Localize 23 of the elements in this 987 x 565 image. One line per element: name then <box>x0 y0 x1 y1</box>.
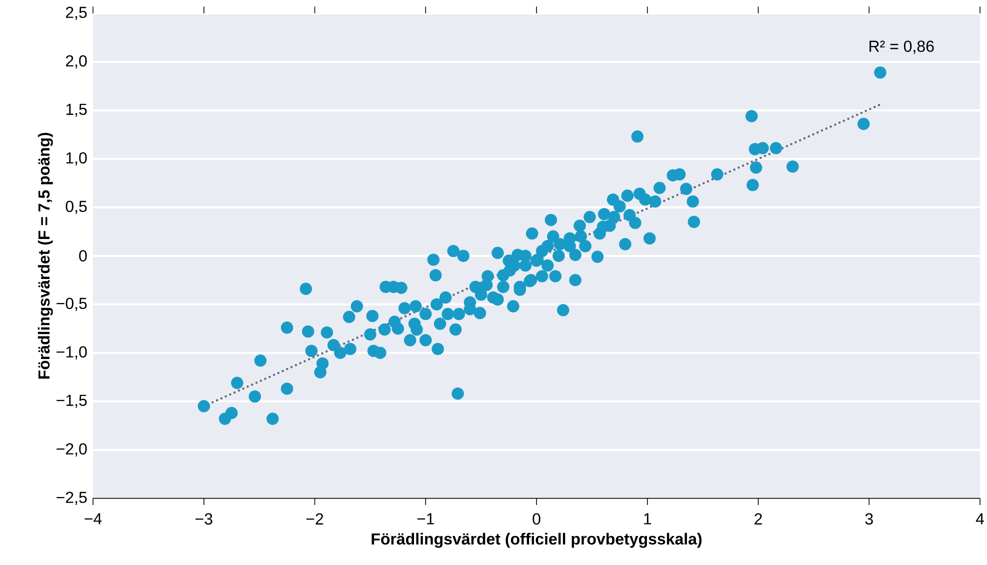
y-tick-label: 1,0 <box>66 152 87 166</box>
y-tick-label: 0 <box>79 250 87 262</box>
x-tick-label: −2 <box>306 513 324 524</box>
x-tick-label: 3 <box>865 513 873 525</box>
x-tick-label: 2 <box>754 513 762 524</box>
x-tick-label: 4 <box>976 513 984 524</box>
y-tick-label: 2,5 <box>66 6 87 20</box>
x-tick-label: 0 <box>532 513 540 525</box>
x-tick-label: −4 <box>84 513 102 524</box>
y-tick-label: −0,5 <box>56 298 87 311</box>
annotation: R² = 0,86 <box>870 40 934 54</box>
x-axis-title: Förädlingsvärdet (officiell provbetygsskala) <box>372 532 702 548</box>
y-tick-label: −1,0 <box>56 346 87 360</box>
y-tick-label: −2,5 <box>56 492 87 505</box>
y-tick-label: −1,5 <box>56 394 87 408</box>
y-tick-label: 1,5 <box>66 104 87 117</box>
x-tick-label: −1 <box>417 513 434 524</box>
y-tick-label: 2,0 <box>66 55 87 68</box>
y-tick-label: −2,0 <box>56 443 87 456</box>
x-tick-label: 1 <box>644 513 652 524</box>
y-axis-title: Förädlingsvärdet (F = 7,5 poäng) <box>38 132 53 379</box>
y-tick-label: 0,5 <box>66 200 87 214</box>
x-tick-label: −3 <box>196 513 212 525</box>
